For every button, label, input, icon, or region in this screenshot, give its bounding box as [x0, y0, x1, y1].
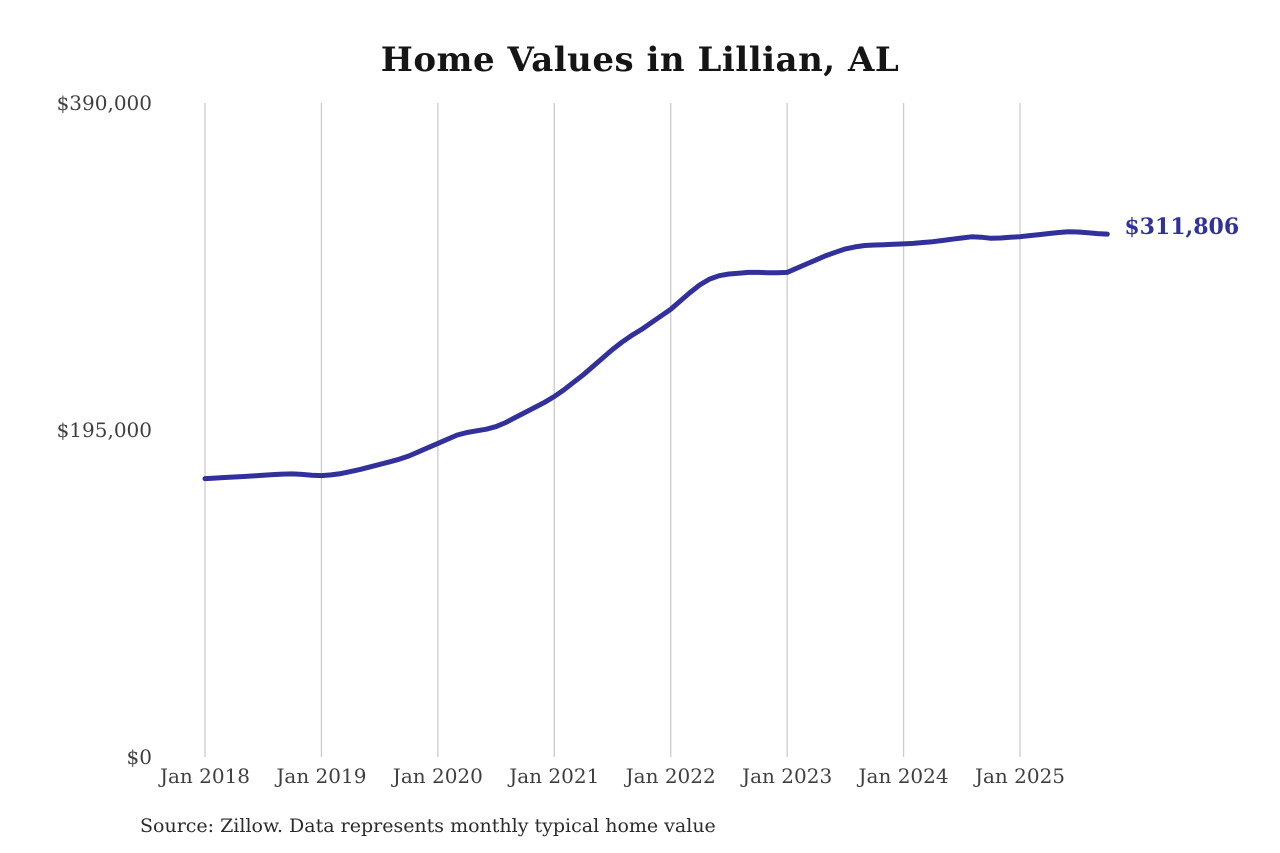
source-note: Source: Zillow. Data represents monthly … — [140, 815, 716, 837]
x-axis-tick-label: Jan 2020 — [392, 764, 483, 788]
x-axis-tick-label: Jan 2023 — [742, 764, 833, 788]
x-axis-tick-label: Jan 2019 — [276, 764, 367, 788]
gridlines — [204, 103, 1021, 757]
chart-title: Home Values in Lillian, AL — [380, 40, 900, 80]
x-axis-tick-label: Jan 2021 — [509, 764, 600, 788]
end-value-label: $311,806 — [1124, 214, 1240, 241]
x-axis-tick-label: Jan 2024 — [858, 764, 949, 788]
y-axis-tick-label: $0 — [126, 745, 152, 769]
home-value-line — [202, 229, 1110, 482]
x-axis-tick-label: Jan 2018 — [159, 764, 251, 788]
x-axis-tick-label: Jan 2022 — [625, 764, 716, 788]
x-axis-tick-label: Jan 2025 — [974, 764, 1066, 788]
y-axis-tick-label: $195,000 — [56, 418, 152, 442]
y-axis-tick-label: $390,000 — [56, 91, 152, 115]
